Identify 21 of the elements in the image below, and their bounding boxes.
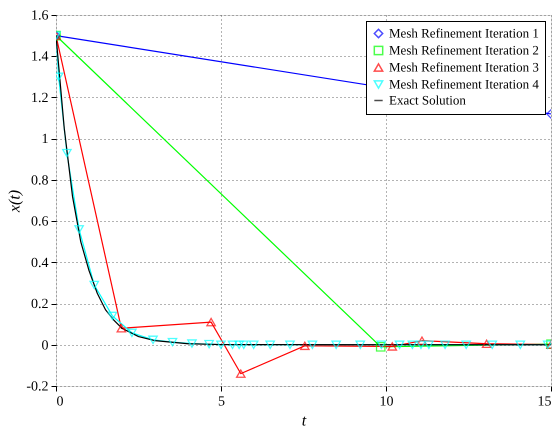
y-tick-label: 1.2 (31, 90, 48, 106)
y-tick-label: 0.8 (31, 173, 48, 188)
legend-label: Mesh Refinement Iteration 2 (389, 42, 539, 58)
y-tick-label: -0.2 (26, 380, 48, 394)
y-tick-label: 0 (42, 338, 48, 354)
y-tick-label: 1.6 (31, 8, 48, 24)
legend-label: Mesh Refinement Iteration 3 (389, 60, 539, 74)
y-tick-label: 1 (42, 132, 48, 148)
y-tick-label: 0.2 (31, 297, 48, 312)
x-tick-label: 15 (538, 394, 552, 410)
legend-label: Mesh Refinement Iteration 1 (389, 26, 539, 40)
x-tick-label: 0 (56, 394, 64, 410)
y-tick-label: 1.4 (31, 50, 48, 65)
x-axis-title: t (302, 412, 307, 430)
x-tick-label: 5 (218, 394, 225, 410)
y-tick-label: 0.4 (31, 256, 48, 271)
y-tick-label: 0.6 (31, 214, 48, 230)
legend-label: Mesh Refinement Iteration 4 (389, 76, 540, 92)
y-axis-title: x(t) (6, 190, 24, 214)
legend-label: Exact Solution (389, 92, 466, 108)
x-tick-label: 10 (380, 394, 394, 410)
